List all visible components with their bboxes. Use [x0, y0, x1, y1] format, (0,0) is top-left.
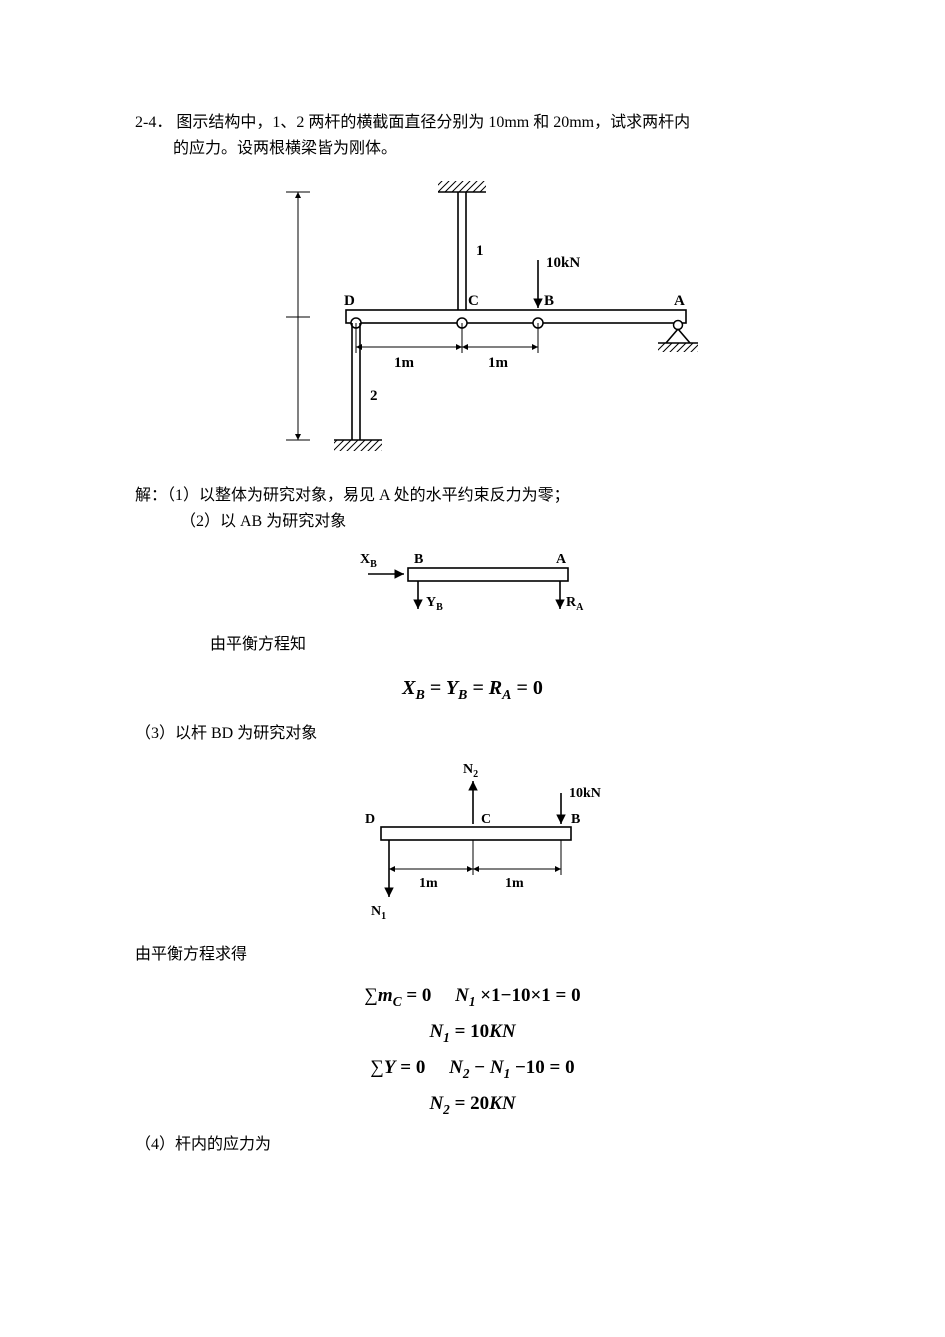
- label-A: A: [674, 293, 685, 309]
- solution-step3: （3）以杆 BD 为研究对象: [135, 721, 810, 747]
- label-bar2: 2: [370, 388, 378, 404]
- figure-bd-fbd: N2 10kN D C B N1 1m 1m: [333, 757, 613, 932]
- label-A2: A: [556, 552, 567, 567]
- label-10kn: 10kN: [569, 786, 601, 801]
- equation-1: XB = YB = RA = 0: [135, 672, 810, 707]
- label-ra: RA: [566, 595, 584, 613]
- solution-step2: （2）以 AB 为研究对象: [135, 509, 810, 535]
- label-D: D: [344, 293, 355, 309]
- equation-block: ∑∑mmC = 0 N1 ×1−10×1 = 0 N1 = 10KN ∑Y = …: [135, 978, 810, 1122]
- label-bar1: 1: [476, 243, 484, 259]
- problem-statement: 2-4． 图示结构中，1、2 两杆的横截面直径分别为 10mm 和 20mm，试…: [135, 110, 810, 161]
- solution-step4: （4）杆内的应力为: [135, 1132, 810, 1158]
- problem-text-1: 图示结构中，1、2 两杆的横截面直径分别为 10mm 和 20mm，试求两杆内: [176, 114, 690, 131]
- balance-note: 由平衡方程知: [135, 632, 810, 658]
- dim3-1m-b: 1m: [505, 876, 524, 891]
- label-C3: C: [481, 812, 491, 827]
- label-D3: D: [365, 812, 375, 827]
- label-B: B: [544, 293, 554, 309]
- label-yb: YB: [426, 595, 443, 613]
- label-xb: XB: [360, 552, 377, 570]
- balance-solve: 由平衡方程求得: [135, 942, 810, 968]
- label-n2: N2: [463, 762, 478, 780]
- figure-main: 1 10kN D C B A 2 1m 1m: [238, 175, 708, 465]
- figure-ab-fbd: XB YB RA B A: [338, 544, 608, 622]
- solution-step1: 解：（1）以整体为研究对象，易见 A 处的水平约束反力为零；: [135, 483, 810, 509]
- label-B2: B: [414, 552, 423, 567]
- label-B3: B: [571, 812, 580, 827]
- problem-text-2: 的应力。设两根横梁皆为刚体。: [135, 136, 810, 162]
- dim-1m-a: 1m: [394, 355, 415, 371]
- label-n1: N1: [371, 904, 386, 922]
- label-C: C: [468, 293, 479, 309]
- label-load: 10kN: [546, 255, 580, 271]
- dim3-1m-a: 1m: [419, 876, 438, 891]
- problem-number: 2-4．: [135, 114, 172, 131]
- dim-1m-b: 1m: [488, 355, 509, 371]
